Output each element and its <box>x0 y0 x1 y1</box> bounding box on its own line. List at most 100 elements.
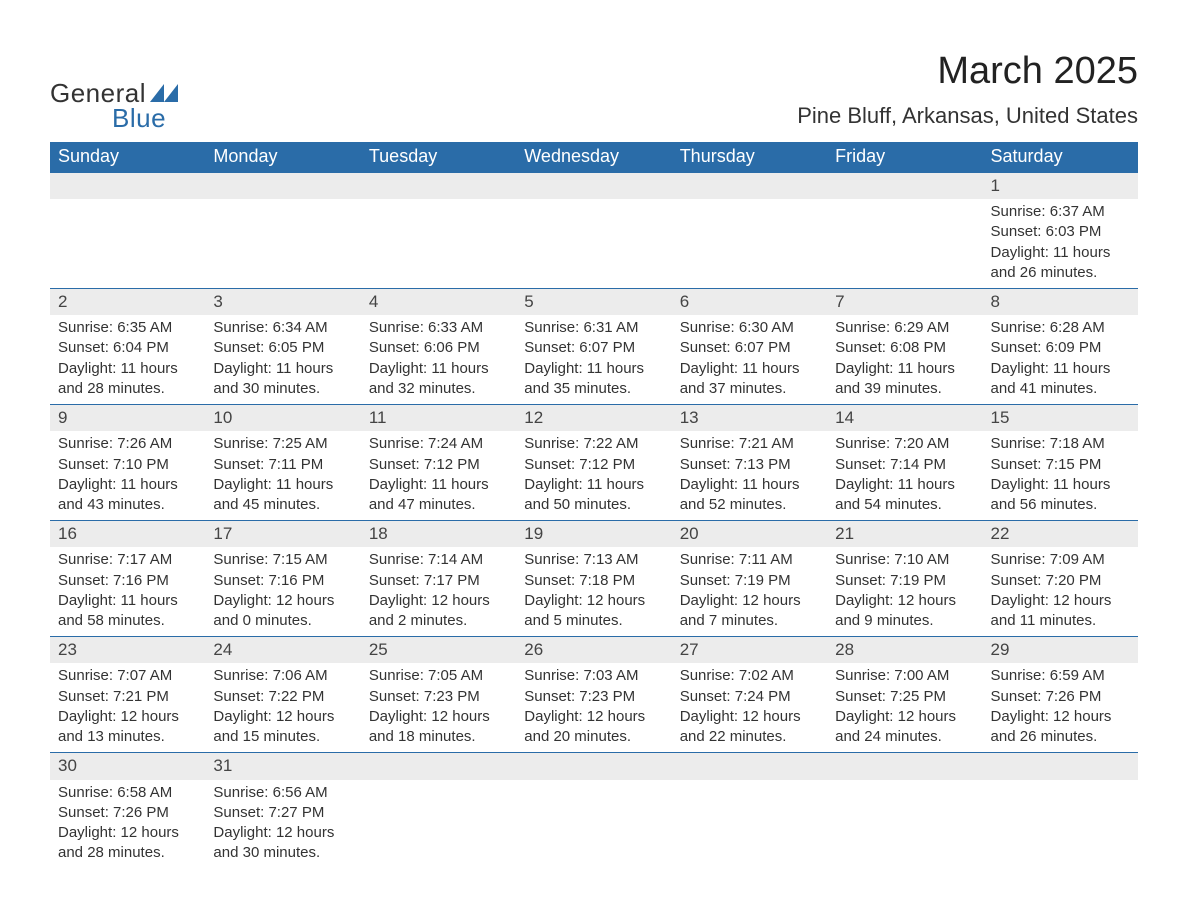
day-body: Sunrise: 6:31 AMSunset: 6:07 PMDaylight:… <box>516 315 671 404</box>
day-number: 26 <box>516 637 671 663</box>
sunrise-text: Sunrise: 6:33 AM <box>369 318 508 338</box>
calendar-week: 2Sunrise: 6:35 AMSunset: 6:04 PMDaylight… <box>50 289 1138 405</box>
day-number: 15 <box>983 405 1138 431</box>
day-body: Sunrise: 6:59 AMSunset: 7:26 PMDaylight:… <box>983 663 1138 752</box>
sunset-text: Sunset: 7:11 PM <box>213 455 352 475</box>
day-body <box>50 199 205 279</box>
calendar-week: 16Sunrise: 7:17 AMSunset: 7:16 PMDayligh… <box>50 521 1138 637</box>
sunrise-text: Sunrise: 7:17 AM <box>58 550 197 570</box>
calendar-cell: 5Sunrise: 6:31 AMSunset: 6:07 PMDaylight… <box>516 289 671 405</box>
day-number: 11 <box>361 405 516 431</box>
sunset-text: Sunset: 7:21 PM <box>58 687 197 707</box>
sunrise-text: Sunrise: 7:22 AM <box>524 434 663 454</box>
calendar-body: 1Sunrise: 6:37 AMSunset: 6:03 PMDaylight… <box>50 172 1138 869</box>
sunrise-text: Sunrise: 7:24 AM <box>369 434 508 454</box>
day-number: 9 <box>50 405 205 431</box>
day-body: Sunrise: 7:22 AMSunset: 7:12 PMDaylight:… <box>516 431 671 520</box>
calendar-cell: 4Sunrise: 6:33 AMSunset: 6:06 PMDaylight… <box>361 289 516 405</box>
day-body: Sunrise: 7:11 AMSunset: 7:19 PMDaylight:… <box>672 547 827 636</box>
calendar-cell: 25Sunrise: 7:05 AMSunset: 7:23 PMDayligh… <box>361 637 516 753</box>
sunset-text: Sunset: 7:22 PM <box>213 687 352 707</box>
day-body: Sunrise: 7:15 AMSunset: 7:16 PMDaylight:… <box>205 547 360 636</box>
day-number: 27 <box>672 637 827 663</box>
sunset-text: Sunset: 7:17 PM <box>369 571 508 591</box>
day-body: Sunrise: 6:29 AMSunset: 6:08 PMDaylight:… <box>827 315 982 404</box>
daylight-text: Daylight: 11 hours and 39 minutes. <box>835 359 974 400</box>
daylight-text: Daylight: 11 hours and 32 minutes. <box>369 359 508 400</box>
daylight-text: Daylight: 11 hours and 30 minutes. <box>213 359 352 400</box>
day-number <box>50 173 205 199</box>
day-number <box>205 173 360 199</box>
calendar-cell: 10Sunrise: 7:25 AMSunset: 7:11 PMDayligh… <box>205 405 360 521</box>
calendar-cell <box>672 172 827 289</box>
sunrise-text: Sunrise: 6:35 AM <box>58 318 197 338</box>
sunrise-text: Sunrise: 7:21 AM <box>680 434 819 454</box>
page-header: General Blue March 2025 Pine Bluff, Arka… <box>50 50 1138 134</box>
daylight-text: Daylight: 11 hours and 56 minutes. <box>991 475 1130 516</box>
calendar-cell <box>827 753 982 869</box>
daylight-text: Daylight: 12 hours and 0 minutes. <box>213 591 352 632</box>
sunset-text: Sunset: 7:26 PM <box>991 687 1130 707</box>
daylight-text: Daylight: 12 hours and 5 minutes. <box>524 591 663 632</box>
sunrise-text: Sunrise: 6:29 AM <box>835 318 974 338</box>
calendar-cell: 16Sunrise: 7:17 AMSunset: 7:16 PMDayligh… <box>50 521 205 637</box>
day-body: Sunrise: 6:58 AMSunset: 7:26 PMDaylight:… <box>50 780 205 869</box>
day-body: Sunrise: 6:33 AMSunset: 6:06 PMDaylight:… <box>361 315 516 404</box>
day-body <box>827 199 982 279</box>
brand-word2: Blue <box>112 103 166 134</box>
sunset-text: Sunset: 6:05 PM <box>213 338 352 358</box>
day-body: Sunrise: 7:14 AMSunset: 7:17 PMDaylight:… <box>361 547 516 636</box>
day-number: 7 <box>827 289 982 315</box>
day-number: 14 <box>827 405 982 431</box>
day-body: Sunrise: 7:21 AMSunset: 7:13 PMDaylight:… <box>672 431 827 520</box>
calendar-cell: 1Sunrise: 6:37 AMSunset: 6:03 PMDaylight… <box>983 172 1138 289</box>
day-number: 1 <box>983 173 1138 199</box>
daylight-text: Daylight: 12 hours and 7 minutes. <box>680 591 819 632</box>
calendar-cell <box>50 172 205 289</box>
day-body <box>827 780 982 860</box>
daylight-text: Daylight: 11 hours and 37 minutes. <box>680 359 819 400</box>
sunset-text: Sunset: 7:16 PM <box>58 571 197 591</box>
calendar-cell <box>205 172 360 289</box>
calendar-week: 1Sunrise: 6:37 AMSunset: 6:03 PMDaylight… <box>50 172 1138 289</box>
day-body: Sunrise: 7:18 AMSunset: 7:15 PMDaylight:… <box>983 431 1138 520</box>
sunrise-text: Sunrise: 7:09 AM <box>991 550 1130 570</box>
calendar-cell: 26Sunrise: 7:03 AMSunset: 7:23 PMDayligh… <box>516 637 671 753</box>
daylight-text: Daylight: 11 hours and 28 minutes. <box>58 359 197 400</box>
calendar-cell: 13Sunrise: 7:21 AMSunset: 7:13 PMDayligh… <box>672 405 827 521</box>
day-number: 13 <box>672 405 827 431</box>
daylight-text: Daylight: 12 hours and 18 minutes. <box>369 707 508 748</box>
day-body <box>516 780 671 860</box>
sunset-text: Sunset: 7:13 PM <box>680 455 819 475</box>
day-body: Sunrise: 7:07 AMSunset: 7:21 PMDaylight:… <box>50 663 205 752</box>
sunrise-text: Sunrise: 6:58 AM <box>58 783 197 803</box>
day-number: 8 <box>983 289 1138 315</box>
sunrise-text: Sunrise: 6:59 AM <box>991 666 1130 686</box>
daylight-text: Daylight: 11 hours and 45 minutes. <box>213 475 352 516</box>
day-number: 3 <box>205 289 360 315</box>
calendar-week: 30Sunrise: 6:58 AMSunset: 7:26 PMDayligh… <box>50 753 1138 869</box>
day-body <box>672 199 827 279</box>
day-header-row: SundayMondayTuesdayWednesdayThursdayFrid… <box>50 142 1138 172</box>
day-body: Sunrise: 7:09 AMSunset: 7:20 PMDaylight:… <box>983 547 1138 636</box>
sunrise-text: Sunrise: 6:31 AM <box>524 318 663 338</box>
day-number: 10 <box>205 405 360 431</box>
day-number: 20 <box>672 521 827 547</box>
day-number <box>361 753 516 779</box>
day-header: Sunday <box>50 142 205 172</box>
daylight-text: Daylight: 12 hours and 28 minutes. <box>58 823 197 864</box>
calendar-cell: 8Sunrise: 6:28 AMSunset: 6:09 PMDaylight… <box>983 289 1138 405</box>
calendar-cell <box>983 753 1138 869</box>
sunset-text: Sunset: 7:23 PM <box>369 687 508 707</box>
day-body <box>672 780 827 860</box>
day-number <box>827 753 982 779</box>
daylight-text: Daylight: 12 hours and 13 minutes. <box>58 707 197 748</box>
day-number: 22 <box>983 521 1138 547</box>
calendar-cell: 6Sunrise: 6:30 AMSunset: 6:07 PMDaylight… <box>672 289 827 405</box>
daylight-text: Daylight: 11 hours and 47 minutes. <box>369 475 508 516</box>
sunset-text: Sunset: 6:08 PM <box>835 338 974 358</box>
day-body: Sunrise: 6:35 AMSunset: 6:04 PMDaylight:… <box>50 315 205 404</box>
sunrise-text: Sunrise: 7:26 AM <box>58 434 197 454</box>
day-body: Sunrise: 7:05 AMSunset: 7:23 PMDaylight:… <box>361 663 516 752</box>
daylight-text: Daylight: 11 hours and 52 minutes. <box>680 475 819 516</box>
